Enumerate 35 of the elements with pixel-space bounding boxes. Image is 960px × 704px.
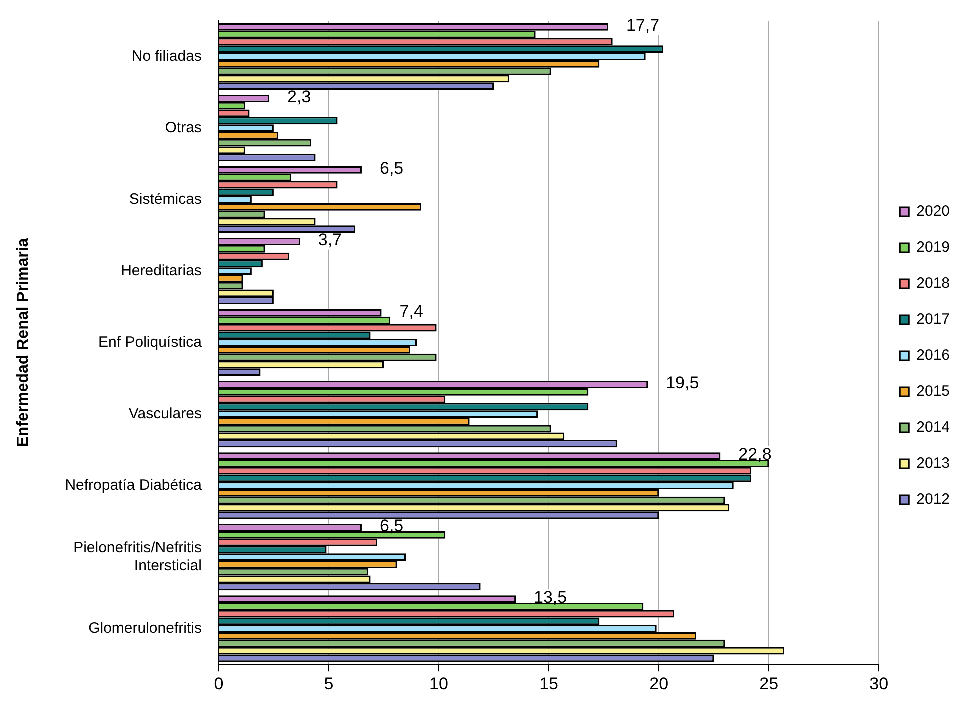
data-label: 19,5 <box>666 373 700 392</box>
y-tick-label: Glomerulonefritis <box>88 620 202 637</box>
data-label: 17,7 <box>626 16 660 35</box>
x-tick-label: 0 <box>214 674 224 694</box>
legend-label: 2016 <box>916 347 950 364</box>
data-label: 6,5 <box>380 158 404 178</box>
y-axis-title: Enfermedad Renal Primaria <box>15 238 32 448</box>
y-tick-label: Otras <box>165 119 202 136</box>
x-tick-label: 10 <box>430 674 448 694</box>
legend-label: 2020 <box>916 203 950 220</box>
x-tick-label: 5 <box>324 674 334 694</box>
x-tick-label: 20 <box>650 674 669 694</box>
x-tick-label: 25 <box>760 674 779 694</box>
y-tick-label: Pielonefritis/Nefritis Intersticial <box>74 539 202 574</box>
y-tick-label: No filiadas <box>132 48 202 65</box>
legend-label: 2018 <box>916 275 950 292</box>
data-label: 3,7 <box>318 230 342 250</box>
y-tick-label: Hereditarias <box>121 262 202 280</box>
y-tick-label: Sistémicas <box>129 190 202 208</box>
y-tick-label: Enf Poliquística <box>98 334 203 351</box>
data-label: 7,4 <box>400 302 424 321</box>
data-label: 22,8 <box>738 444 772 464</box>
data-label: 2,3 <box>288 87 312 106</box>
x-tick-label: 15 <box>540 674 558 694</box>
y-tick-label: Vasculares <box>128 405 202 422</box>
data-label: 6,5 <box>380 516 404 536</box>
legend-label: 2014 <box>916 419 950 436</box>
legend-label: 2015 <box>916 383 950 400</box>
y-tick-label: Nefropatía Diabética <box>65 476 203 494</box>
legend-label: 2012 <box>916 491 950 508</box>
x-tick-label: 30 <box>870 674 889 694</box>
legend-label: 2013 <box>916 455 950 472</box>
legend-label: 2019 <box>916 239 950 256</box>
data-label: 13,5 <box>534 588 568 607</box>
legend-label: 2017 <box>916 311 950 328</box>
